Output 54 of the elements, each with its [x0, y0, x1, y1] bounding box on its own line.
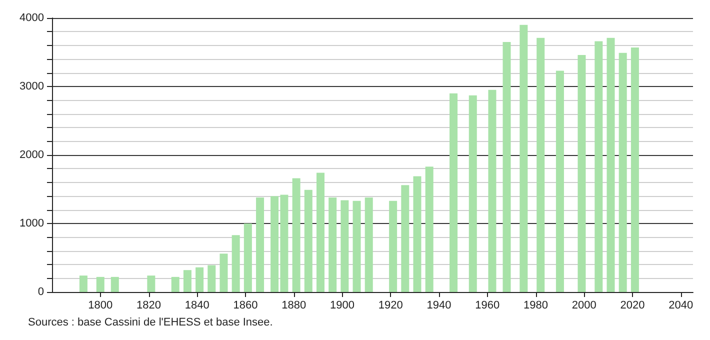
y-tick-label: 1000: [20, 218, 44, 230]
bar: [468, 95, 477, 292]
x-tick-label: 2020: [620, 300, 645, 312]
y-tick-label: 4000: [20, 12, 44, 24]
bar: [618, 52, 627, 292]
x-tick-label: 1800: [88, 300, 113, 312]
bar: [425, 166, 434, 292]
bar: [171, 276, 180, 292]
bar: [208, 265, 216, 292]
bar: [328, 197, 337, 292]
bar: [389, 200, 398, 292]
x-tick-label: 1880: [282, 300, 306, 312]
x-tick-label: 1860: [233, 300, 258, 312]
y-tick-label: 2000: [20, 149, 44, 161]
x-tick-label: 1940: [426, 300, 452, 312]
bar: [594, 41, 603, 292]
bar: [110, 276, 119, 292]
bar: [147, 276, 156, 292]
bar: [536, 38, 545, 292]
bar: [606, 38, 615, 292]
bar: [244, 224, 252, 292]
bar: [183, 270, 192, 292]
bar: [450, 93, 458, 292]
bar: [364, 197, 373, 292]
bar: [292, 178, 300, 292]
x-tick-label: 1960: [475, 300, 500, 312]
bar: [96, 276, 104, 292]
x-tick-label: 2000: [572, 300, 596, 312]
x-tick-label: 1820: [136, 300, 161, 312]
bar: [578, 54, 586, 292]
x-tick-label: 1920: [378, 300, 403, 312]
bar: [520, 24, 528, 292]
y-tick-label: 0: [38, 286, 44, 298]
x-tick-label: 1840: [184, 300, 210, 312]
bar: [304, 190, 312, 292]
bar: [340, 200, 349, 292]
x-tick-label: 1900: [330, 300, 355, 312]
bar: [256, 197, 264, 292]
bar: [502, 42, 511, 292]
bar: [316, 172, 324, 292]
bar: [630, 47, 639, 292]
x-tick-label: 2040: [668, 300, 694, 312]
bar: [488, 90, 496, 292]
bar: [196, 267, 204, 292]
bar: [79, 276, 88, 292]
bar: [220, 254, 228, 292]
x-tick-label: 1980: [524, 300, 548, 312]
bar: [401, 185, 410, 292]
bar: [556, 70, 564, 292]
y-tick-label: 3000: [20, 80, 44, 92]
source-note: Sources : base Cassini de l'EHESS et base Insee.: [28, 316, 273, 328]
bar: [232, 235, 240, 292]
bar: [413, 176, 422, 292]
bar: [352, 200, 361, 292]
